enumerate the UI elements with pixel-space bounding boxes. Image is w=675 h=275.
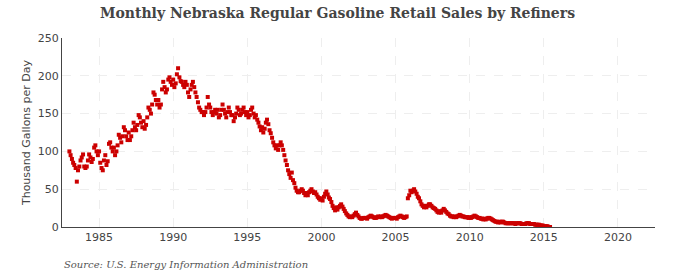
svg-text:0: 0 (52, 221, 59, 234)
svg-text:1985: 1985 (85, 231, 113, 244)
svg-text:200: 200 (38, 70, 59, 83)
svg-text:2015: 2015 (530, 231, 558, 244)
svg-text:2005: 2005 (382, 231, 410, 244)
svg-text:Monthly Nebraska Regular Gasol: Monthly Nebraska Regular Gasoline Retail… (100, 5, 575, 21)
svg-text:2010: 2010 (456, 231, 484, 244)
svg-text:Source: U.S. Energy Informatio: Source: U.S. Energy Information Administ… (64, 259, 308, 270)
svg-text:100: 100 (38, 145, 59, 158)
svg-text:2020: 2020 (604, 231, 632, 244)
svg-text:1990: 1990 (159, 231, 187, 244)
svg-text:Thousand Gallons per Day: Thousand Gallons per Day (20, 59, 33, 206)
svg-text:50: 50 (45, 183, 59, 196)
svg-text:250: 250 (38, 32, 59, 45)
svg-text:150: 150 (38, 107, 59, 120)
svg-text:2000: 2000 (307, 231, 335, 244)
svg-text:1995: 1995 (233, 231, 261, 244)
